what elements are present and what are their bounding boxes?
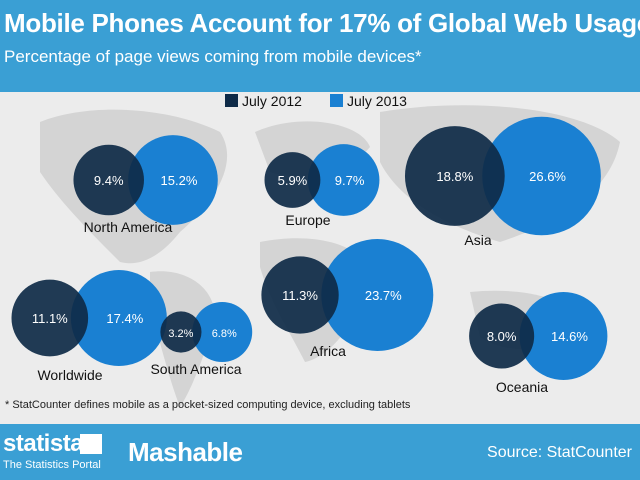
statista-tagline: The Statistics Portal <box>3 459 101 471</box>
value-label-2013: 14.6% <box>551 329 588 344</box>
value-label-2013: 17.4% <box>106 311 143 326</box>
bubble-july-2012 <box>160 311 202 353</box>
bubble-group-south-america: 3.2% 6.8% South America <box>150 302 253 377</box>
legend-label: July 2012 <box>242 93 302 109</box>
region-label: South America <box>150 361 241 377</box>
bubble-group-north-america: 9.4% 15.2% North America <box>73 135 218 235</box>
value-label-2013: 9.7% <box>335 173 365 188</box>
chart-subtitle: Percentage of page views coming from mob… <box>4 47 422 66</box>
value-label-2012: 18.8% <box>436 169 473 184</box>
value-label-2013: 6.8% <box>212 328 237 340</box>
bubble-group-worldwide: 11.1% 17.4% Worldwide <box>11 270 167 383</box>
value-label-2012: 3.2% <box>168 328 193 340</box>
value-label-2012: 8.0% <box>487 329 517 344</box>
chart-title: Mobile Phones Account for 17% of Global … <box>4 8 640 38</box>
region-label: Europe <box>285 212 330 228</box>
legend-swatch <box>330 94 343 107</box>
value-label-2013: 26.6% <box>529 169 566 184</box>
mashable-logo: Mashable <box>128 437 243 467</box>
bubble-july-2013 <box>321 239 434 351</box>
region-label: Worldwide <box>37 367 102 383</box>
value-label-2012: 9.4% <box>94 173 124 188</box>
bubble-july-2013 <box>519 292 608 380</box>
bubble-group-asia: 18.8% 26.6% Asia <box>404 116 601 248</box>
bubble-july-2012 <box>404 126 505 226</box>
legend-label: July 2013 <box>347 93 407 109</box>
bubble-july-2013 <box>307 144 380 216</box>
statista-logo-text: statista <box>3 430 84 457</box>
footnote: * StatCounter defines mobile as a pocket… <box>5 399 411 411</box>
bubble-july-2012 <box>469 303 535 369</box>
statista-logo-icon <box>80 434 102 454</box>
bubble-july-2013 <box>128 135 218 225</box>
bubble-july-2013 <box>70 270 167 366</box>
bubble-july-2012 <box>261 256 339 334</box>
bubble-group-africa: 11.3% 23.7% Africa <box>261 239 434 359</box>
region-label: Asia <box>464 232 491 248</box>
value-label-2013: 23.7% <box>365 288 402 303</box>
region-label: Oceania <box>496 379 548 395</box>
header: Mobile Phones Account for 17% of Global … <box>0 0 640 92</box>
region-label: North America <box>84 219 173 235</box>
bubble-group-oceania: 8.0% 14.6% Oceania <box>469 292 608 395</box>
value-label-2012: 11.3% <box>282 288 318 303</box>
region-label: Africa <box>310 343 346 359</box>
bubble-group-europe: 5.9% 9.7% Europe <box>264 144 380 228</box>
value-label-2012: 11.1% <box>32 311 68 326</box>
source-note: Source: StatCounter <box>487 444 632 461</box>
value-label-2013: 15.2% <box>161 173 198 188</box>
legend-swatch <box>225 94 238 107</box>
footer: statista The Statistics Portal Mashable … <box>0 424 640 480</box>
value-label-2012: 5.9% <box>278 173 308 188</box>
bubble-july-2013 <box>482 116 601 236</box>
bubble-july-2013 <box>192 302 253 362</box>
bubble-july-2012 <box>11 279 89 357</box>
bubble-map-chart: July 2012 July 2013 9.4% 15.2% North Americ… <box>5 93 620 411</box>
bubble-july-2012 <box>73 144 144 216</box>
legend: July 2012 July 2013 <box>225 93 407 109</box>
bubble-july-2012 <box>264 152 321 208</box>
